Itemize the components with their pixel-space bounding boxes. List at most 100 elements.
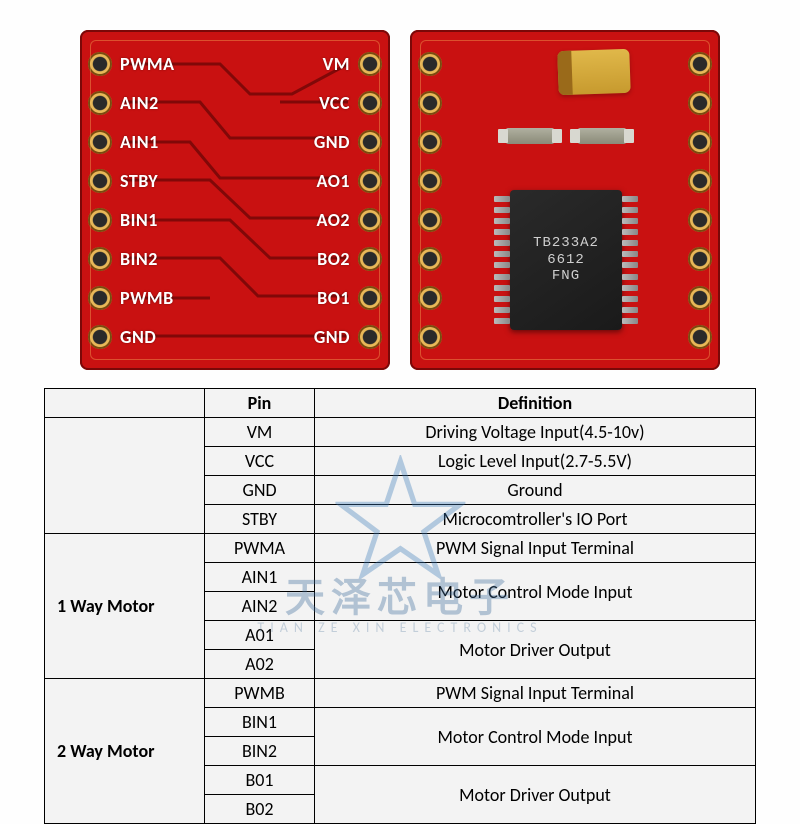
pin-label: GND — [314, 326, 350, 348]
pin-row — [680, 317, 720, 356]
pin-hole — [88, 247, 112, 271]
pin-hole — [358, 325, 382, 349]
ic-lead — [622, 262, 638, 268]
pin-row: VCC — [319, 83, 390, 122]
pin-label: VM — [323, 53, 350, 75]
pin-row: AO2 — [317, 200, 390, 239]
pin-cell: BIN2 — [205, 737, 315, 766]
ic-lead — [494, 318, 510, 324]
definition-cell: PWM Signal Input Terminal — [315, 534, 756, 563]
table-row: 1 Way MotorPWMAPWM Signal Input Terminal — [45, 534, 756, 563]
pin-hole — [418, 52, 442, 76]
pin-hole — [418, 286, 442, 310]
table-row: 2 Way MotorPWMBPWM Signal Input Terminal — [45, 679, 756, 708]
definition-cell: Motor Control Mode Input — [315, 708, 756, 766]
pin-row: PWMB — [80, 278, 175, 317]
ic-lead — [622, 218, 638, 224]
ic-marking-line1: TB233A2 — [533, 235, 599, 252]
pin-row — [410, 83, 450, 122]
pin-cell: VM — [205, 418, 315, 447]
definition-cell: Motor Control Mode Input — [315, 563, 756, 621]
pin-row — [410, 317, 450, 356]
pin-cell: AIN2 — [205, 592, 315, 621]
pcb-boards-panel: PWMAAIN2AIN1STBYBIN1BIN2PWMBGND VMVCCGND… — [0, 0, 800, 388]
pin-hole — [418, 325, 442, 349]
pin-row: BO2 — [317, 239, 390, 278]
pin-hole — [418, 208, 442, 232]
pin-hole — [688, 130, 712, 154]
pin-hole — [418, 91, 442, 115]
pin-row: AIN2 — [80, 83, 175, 122]
pin-cell: A02 — [205, 650, 315, 679]
pin-row — [410, 200, 450, 239]
table-header-row: Pin Definition — [45, 389, 756, 418]
pin-hole — [418, 247, 442, 271]
pin-hole — [88, 130, 112, 154]
ic-lead — [622, 251, 638, 257]
pcb-front: PWMAAIN2AIN1STBYBIN1BIN2PWMBGND VMVCCGND… — [80, 30, 390, 370]
pin-row — [680, 161, 720, 200]
pin-label: BIN1 — [120, 209, 158, 231]
pin-hole — [88, 325, 112, 349]
table-row: VMDriving Voltage Input(4.5-10v) — [45, 418, 756, 447]
pin-label: AIN2 — [120, 92, 159, 114]
ic-lead — [494, 229, 510, 235]
pin-row — [410, 161, 450, 200]
pin-label: AIN1 — [120, 131, 159, 153]
pin-row: AIN1 — [80, 122, 175, 161]
ic-lead — [494, 262, 510, 268]
ic-lead — [622, 307, 638, 313]
definition-cell: Logic Level Input(2.7-5.5V) — [315, 447, 756, 476]
pin-row — [410, 278, 450, 317]
group-cell: 1 Way Motor — [45, 534, 205, 679]
smd-resistor-1 — [506, 128, 554, 144]
pin-cell: B01 — [205, 766, 315, 795]
pin-row — [410, 122, 450, 161]
pin-cell: GND — [205, 476, 315, 505]
pin-row: GND — [314, 317, 390, 356]
definition-cell: Driving Voltage Input(4.5-10v) — [315, 418, 756, 447]
definition-cell: Ground — [315, 476, 756, 505]
pin-hole — [88, 52, 112, 76]
pin-hole — [88, 208, 112, 232]
ic-lead — [622, 240, 638, 246]
header-definition: Definition — [315, 389, 756, 418]
definition-cell: Motor Driver Output — [315, 766, 756, 824]
pin-hole — [358, 169, 382, 193]
pin-row: PWMA — [80, 44, 175, 83]
pin-label: GND — [314, 131, 350, 153]
pin-cell: A01 — [205, 621, 315, 650]
pin-cell: PWMB — [205, 679, 315, 708]
ic-lead — [622, 196, 638, 202]
pin-hole — [358, 208, 382, 232]
pin-label: STBY — [120, 170, 158, 192]
pin-label: PWMB — [120, 287, 174, 309]
pin-hole — [688, 325, 712, 349]
ic-lead — [494, 307, 510, 313]
pin-hole — [688, 286, 712, 310]
pin-row — [680, 122, 720, 161]
pin-hole — [88, 286, 112, 310]
pin-hole — [358, 91, 382, 115]
pin-row — [680, 200, 720, 239]
pin-row: STBY — [80, 161, 175, 200]
pin-hole — [418, 130, 442, 154]
pin-cell: VCC — [205, 447, 315, 476]
header-group — [45, 389, 205, 418]
pin-hole — [688, 52, 712, 76]
ic-marking-line3: FNG — [552, 268, 580, 285]
pin-hole — [688, 247, 712, 271]
definition-cell: Microcomtroller's IO Port — [315, 505, 756, 534]
pin-cell: BIN1 — [205, 708, 315, 737]
pin-row: VM — [323, 44, 390, 83]
smd-resistor-2 — [578, 128, 626, 144]
pin-row — [680, 83, 720, 122]
definition-cell: PWM Signal Input Terminal — [315, 679, 756, 708]
ic-lead — [494, 240, 510, 246]
ic-lead — [622, 229, 638, 235]
ic-lead — [494, 285, 510, 291]
pin-row: BIN1 — [80, 200, 175, 239]
ic-lead — [622, 274, 638, 280]
pin-hole — [688, 91, 712, 115]
pin-label: GND — [120, 326, 156, 348]
